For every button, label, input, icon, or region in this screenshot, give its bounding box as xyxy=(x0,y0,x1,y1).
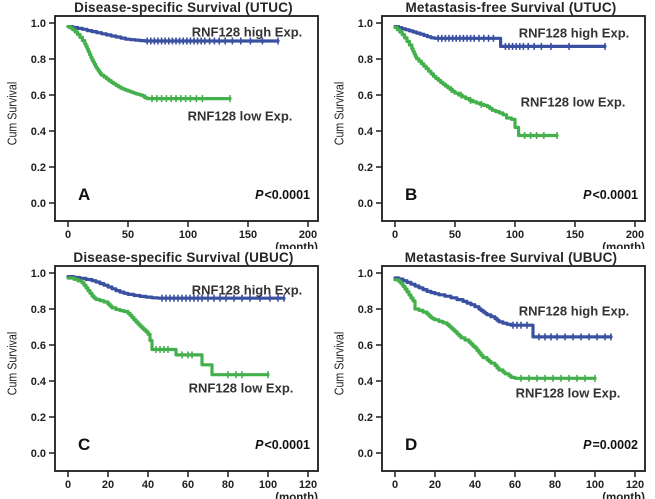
svg-text:0.4: 0.4 xyxy=(31,126,47,138)
p-number: <0.0001 xyxy=(264,188,310,202)
svg-text:100: 100 xyxy=(586,479,604,491)
km-plot-d: 0.0 0.2 0.4 0.6 0.8 1.0 0 20 40 60 80 100 120(month) xyxy=(358,265,646,499)
panel-b: 0.0 0.2 0.4 0.6 0.8 1.0 0 50 100 150 200 (month) Me… xyxy=(327,0,655,250)
svg-text:(month): (month) xyxy=(602,242,645,249)
svg-text:0.0: 0.0 xyxy=(358,448,373,460)
svg-text:60: 60 xyxy=(182,479,194,491)
svg-text:0.8: 0.8 xyxy=(358,304,373,316)
svg-text:(month): (month) xyxy=(275,242,318,249)
svg-text:1.0: 1.0 xyxy=(31,18,46,30)
svg-text:0.8: 0.8 xyxy=(31,304,46,316)
panel-c: 0.0 0.2 0.4 0.6 0.8 1.0 0 20 40 60 80 100 120 (month)… xyxy=(0,250,327,499)
svg-text:150: 150 xyxy=(566,229,584,241)
svg-text:0.2: 0.2 xyxy=(358,412,373,424)
series-label-low: RNF128 low Exp. xyxy=(187,108,293,124)
svg-text:0.6: 0.6 xyxy=(31,340,46,352)
svg-text:0: 0 xyxy=(392,229,398,241)
y-axis-label: Cum Survival xyxy=(331,331,347,396)
svg-text:1.0: 1.0 xyxy=(358,268,373,280)
panel-title: Metastasis-free Survival (UTUC) xyxy=(405,0,617,15)
svg-text:0.2: 0.2 xyxy=(358,162,373,174)
p-number: <0.0001 xyxy=(592,188,638,202)
svg-text:0.4: 0.4 xyxy=(31,376,47,388)
y-axis-label: Cum Survival xyxy=(4,331,20,396)
km-plot-b: 0.0 0.2 0.4 0.6 0.8 1.0 0 50 100 150 200(month) xyxy=(358,15,646,249)
p-symbol: P xyxy=(255,188,264,202)
svg-text:120: 120 xyxy=(299,479,317,491)
panel-letter: B xyxy=(405,185,418,204)
p-value: P=0.0002 xyxy=(583,438,638,452)
svg-text:40: 40 xyxy=(142,479,154,491)
svg-text:100: 100 xyxy=(259,479,277,491)
svg-text:50: 50 xyxy=(122,229,134,241)
svg-text:0.8: 0.8 xyxy=(358,54,373,66)
svg-text:0.4: 0.4 xyxy=(358,126,374,138)
svg-text:80: 80 xyxy=(549,479,561,491)
series-label-high: RNF128 high Exp. xyxy=(191,24,303,40)
panel-letter: A xyxy=(78,185,91,204)
p-symbol: P xyxy=(583,438,592,452)
panel-title: Disease-specific Survival (UBUC) xyxy=(73,250,294,265)
svg-text:1.0: 1.0 xyxy=(358,18,373,30)
series-label-high: RNF128 high Exp. xyxy=(518,303,630,319)
svg-text:(month): (month) xyxy=(275,492,318,499)
svg-text:0.0: 0.0 xyxy=(358,198,373,210)
svg-text:20: 20 xyxy=(429,479,441,491)
panel-letter: D xyxy=(405,435,418,454)
svg-text:100: 100 xyxy=(506,229,524,241)
p-value: P<0.0001 xyxy=(583,188,638,202)
svg-text:0.0: 0.0 xyxy=(31,198,46,210)
km-plot-a: 0.0 0.2 0.4 0.6 0.8 1.0 0 50 100 150 200(month) xyxy=(31,15,319,249)
svg-text:0.0: 0.0 xyxy=(31,448,46,460)
svg-text:120: 120 xyxy=(626,479,644,491)
svg-text:0.6: 0.6 xyxy=(31,90,46,102)
y-axis-label: Cum Survival xyxy=(331,81,347,146)
svg-text:0: 0 xyxy=(392,479,398,491)
svg-text:150: 150 xyxy=(239,229,257,241)
panel-title: Metastasis-free Survival (UBUC) xyxy=(404,250,618,265)
svg-text:200: 200 xyxy=(626,229,644,241)
svg-text:0.2: 0.2 xyxy=(31,412,46,424)
svg-text:0.2: 0.2 xyxy=(31,162,46,174)
svg-text:(month): (month) xyxy=(602,492,645,499)
svg-text:100: 100 xyxy=(179,229,197,241)
svg-text:60: 60 xyxy=(509,479,521,491)
series-label-high: RNF128 high Exp. xyxy=(191,282,303,298)
p-symbol: P xyxy=(255,438,264,452)
series-label-low: RNF128 low Exp. xyxy=(520,94,626,110)
svg-text:1.0: 1.0 xyxy=(31,268,46,280)
svg-text:0.8: 0.8 xyxy=(31,54,46,66)
km-plot-c: 0.0 0.2 0.4 0.6 0.8 1.0 0 20 40 60 80 100 120(month) xyxy=(31,265,319,499)
panel-a: 0.0 0.2 0.4 0.6 0.8 1.0 0 50 100 150 200 (month) Di… xyxy=(0,0,327,250)
svg-text:20: 20 xyxy=(102,479,114,491)
svg-text:40: 40 xyxy=(469,479,481,491)
svg-text:0.4: 0.4 xyxy=(358,376,374,388)
svg-text:200: 200 xyxy=(299,229,317,241)
svg-text:0: 0 xyxy=(65,229,71,241)
svg-text:50: 50 xyxy=(449,229,461,241)
p-symbol: P xyxy=(583,188,592,202)
series-label-low: RNF128 low Exp. xyxy=(188,380,294,396)
series-label-high: RNF128 high Exp. xyxy=(518,25,630,41)
panel-d: 0.0 0.2 0.4 0.6 0.8 1.0 0 20 40 60 80 100 120 (month)… xyxy=(327,250,655,499)
p-number: <0.0001 xyxy=(264,438,310,452)
svg-text:0: 0 xyxy=(65,479,71,491)
svg-text:0.6: 0.6 xyxy=(358,340,373,352)
p-value: P<0.0001 xyxy=(255,188,310,202)
svg-text:80: 80 xyxy=(222,479,234,491)
series-label-low: RNF128 low Exp. xyxy=(515,385,621,401)
y-axis-label: Cum Survival xyxy=(4,81,20,146)
panel-title: Disease-specific Survival (UTUC) xyxy=(74,0,293,15)
svg-text:0.6: 0.6 xyxy=(358,90,373,102)
panel-letter: C xyxy=(78,435,91,454)
p-value: P<0.0001 xyxy=(255,438,310,452)
p-number: =0.0002 xyxy=(592,438,638,452)
